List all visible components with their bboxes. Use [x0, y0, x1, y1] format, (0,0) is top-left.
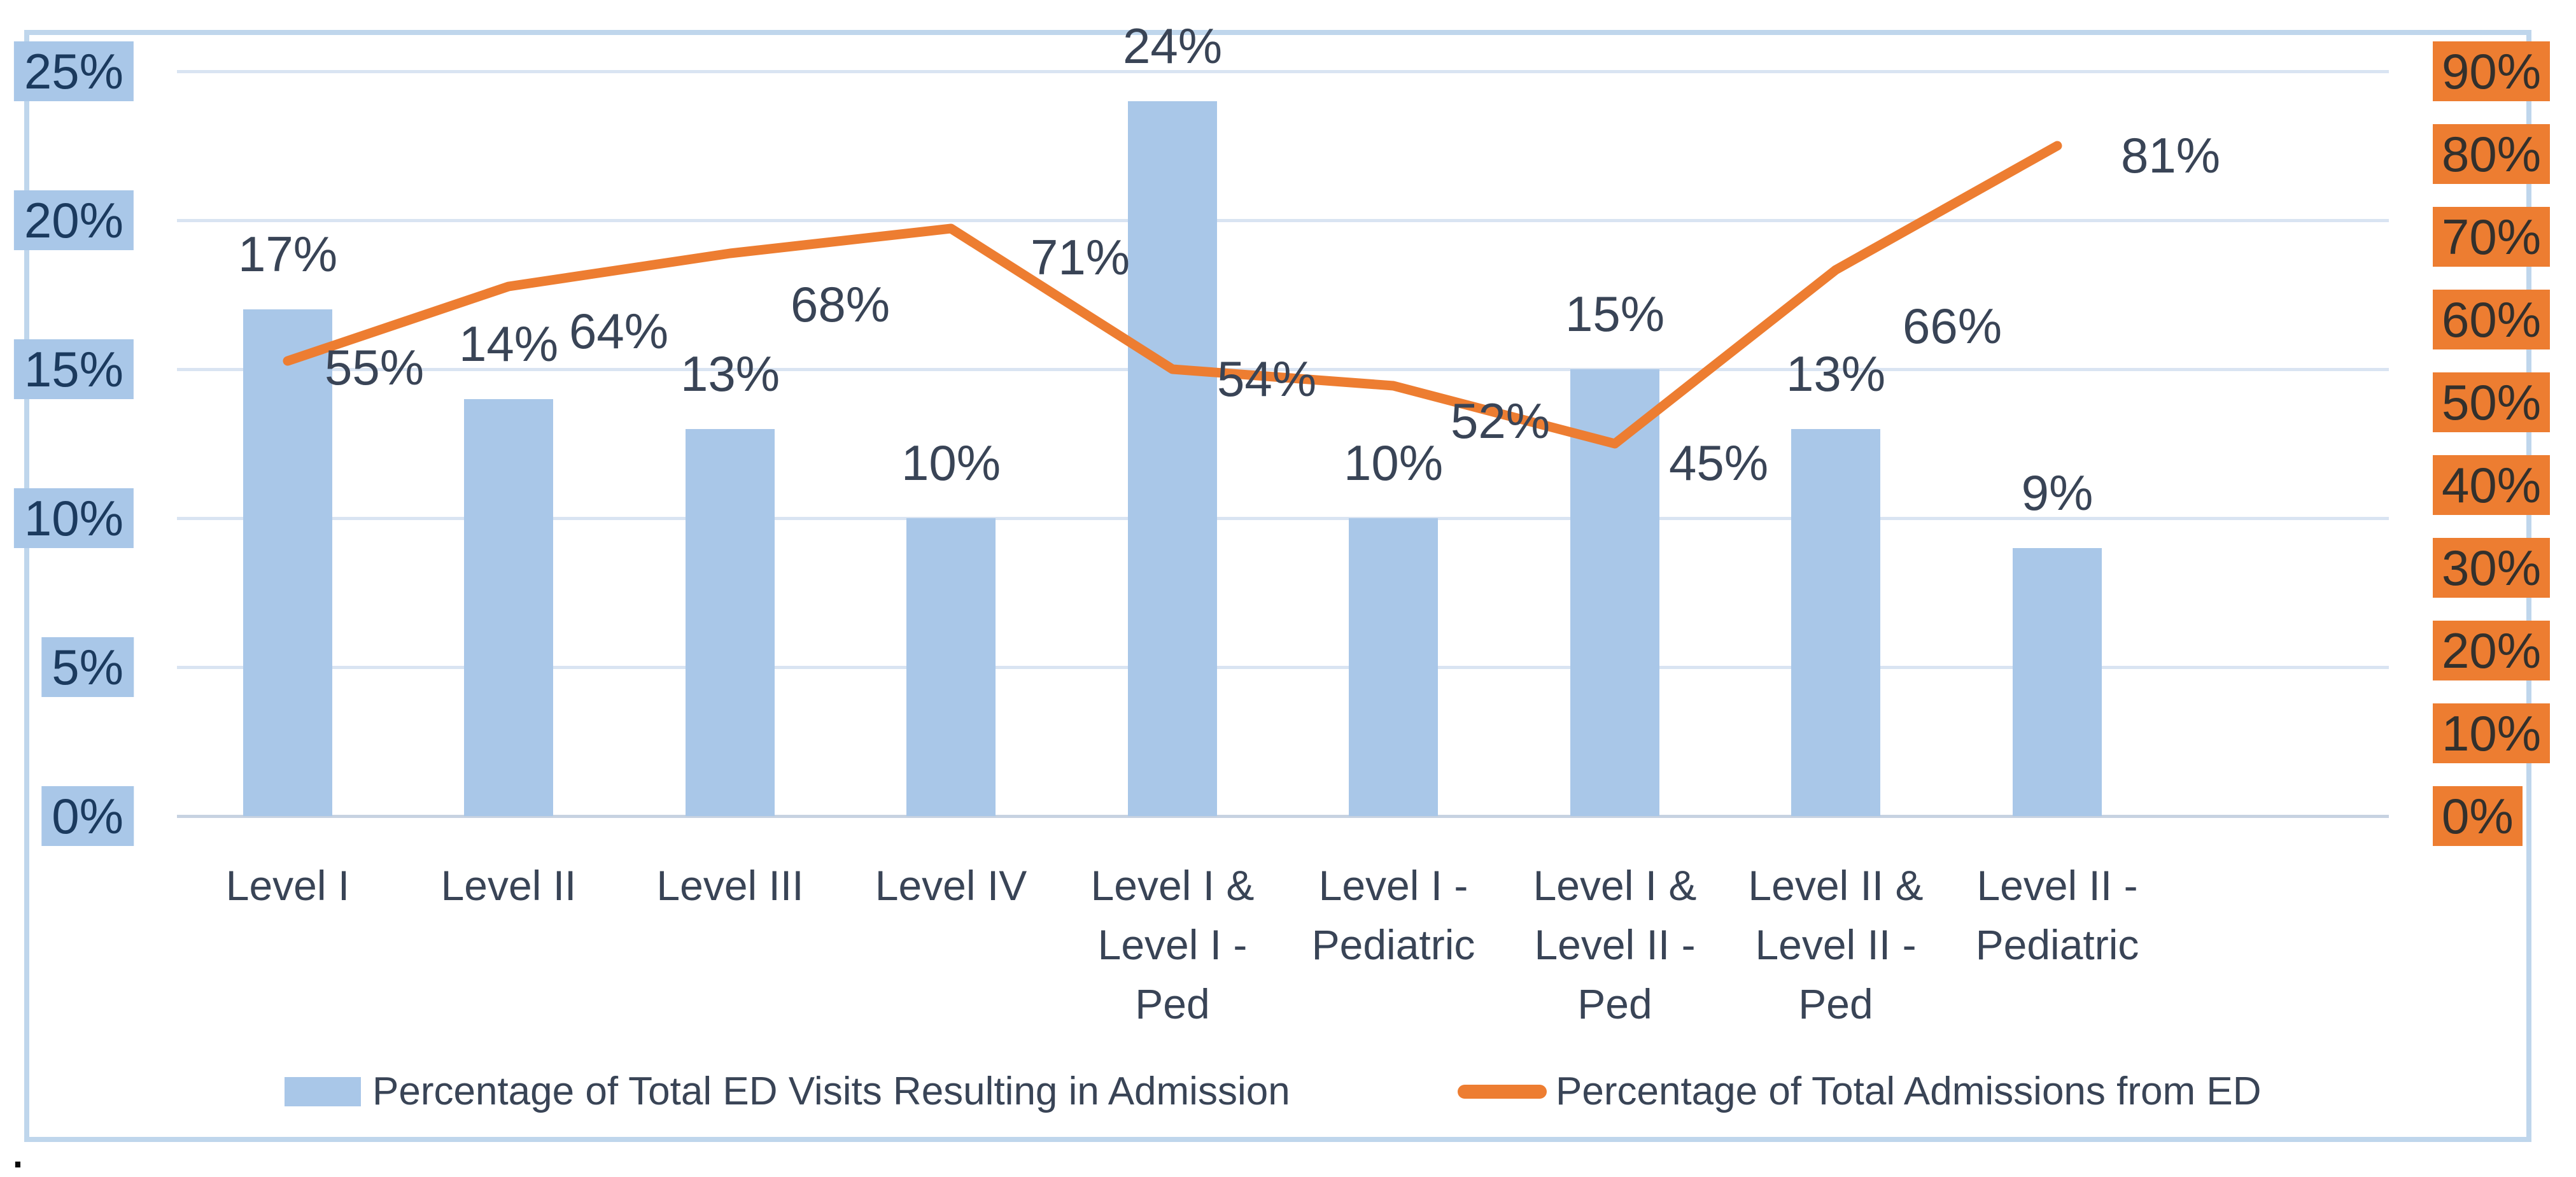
line-data-label: 54%: [1217, 351, 1317, 407]
line-series-swatch: [1458, 1085, 1547, 1099]
right-axis-tick-label: 20%: [2433, 621, 2551, 680]
gridline: [177, 70, 2389, 73]
right-axis-tick-label: 40%: [2433, 455, 2551, 515]
bar-data-label: 10%: [901, 435, 1001, 491]
gridline: [177, 219, 2389, 222]
line-series-path: [283, 141, 2062, 449]
line-data-label: 71%: [1031, 229, 1130, 285]
legend-item-bar-series: Percentage of Total ED Visits Resulting …: [285, 1069, 1290, 1114]
legend-label: Percentage of Total ED Visits Resulting …: [372, 1069, 1290, 1113]
right-axis-tick-label: 10%: [2433, 703, 2551, 763]
category-label: Level II - Pediatric: [1975, 862, 2139, 968]
line-data-label: 81%: [2121, 127, 2221, 183]
category-label: Level I & Level I - Ped: [1090, 862, 1255, 1027]
right-axis-tick-label: 50%: [2433, 372, 2551, 432]
line-data-label: 64%: [569, 303, 669, 359]
line-data-label: 52%: [1451, 393, 1551, 449]
bar: [1349, 518, 1438, 816]
legend-label: Percentage of Total Admissions from ED: [1556, 1069, 2262, 1113]
category-label: Level III: [656, 862, 804, 909]
category-label: Level I: [225, 862, 350, 909]
bar: [686, 429, 775, 816]
bar-data-label: 15%: [1565, 286, 1665, 342]
line-data-label: 45%: [1669, 435, 1769, 491]
bar-data-label: 13%: [680, 346, 780, 402]
line-data-label: 55%: [325, 339, 425, 395]
x-axis-line: [177, 815, 2389, 818]
left-axis-tick-label: 15%: [13, 339, 134, 399]
category-label: Level I & Level II - Ped: [1533, 862, 1697, 1027]
bar-data-label: 14%: [458, 316, 559, 372]
right-axis-tick-label: 30%: [2433, 538, 2551, 598]
category-label: Level I - Pediatric: [1311, 862, 1475, 968]
right-axis-tick-label: 0%: [2433, 786, 2523, 846]
legend-item-line-series: Percentage of Total Admissions from ED: [1458, 1069, 2262, 1114]
right-axis-tick-label: 70%: [2433, 207, 2551, 267]
category-label: Level IV: [875, 862, 1027, 909]
gridline: [177, 517, 2389, 520]
left-axis-tick-label: 25%: [13, 41, 134, 101]
chart-border-frame: [24, 30, 2531, 1142]
left-axis-tick-label: 0%: [41, 786, 134, 846]
line-data-label: 68%: [791, 276, 890, 332]
bar: [2013, 548, 2102, 816]
bar: [1791, 429, 1880, 816]
category-label: Level II & Level II - Ped: [1748, 862, 1924, 1027]
right-axis-tick-label: 60%: [2433, 290, 2551, 349]
bar: [243, 309, 332, 816]
footnote-period: .: [10, 1118, 25, 1177]
bar-data-label: 17%: [237, 226, 338, 282]
bar: [1128, 101, 1217, 816]
bar-data-label: 9%: [2021, 465, 2094, 521]
bar-series-swatch: [285, 1077, 361, 1106]
left-axis-tick-label: 5%: [41, 637, 134, 697]
category-label: Level II: [440, 862, 577, 909]
bar-data-label: 24%: [1122, 18, 1223, 74]
bar-data-label: 10%: [1343, 435, 1444, 491]
left-axis-tick-label: 20%: [13, 190, 134, 250]
bar: [464, 399, 553, 816]
line-data-label: 66%: [1903, 298, 2002, 354]
bar: [906, 518, 996, 816]
left-axis-tick-label: 10%: [13, 488, 134, 548]
bar-data-label: 13%: [1785, 346, 1886, 402]
right-axis-tick-label: 90%: [2433, 41, 2551, 101]
gridline: [177, 368, 2389, 371]
gridline: [177, 666, 2389, 669]
right-axis-tick-label: 80%: [2433, 124, 2551, 184]
